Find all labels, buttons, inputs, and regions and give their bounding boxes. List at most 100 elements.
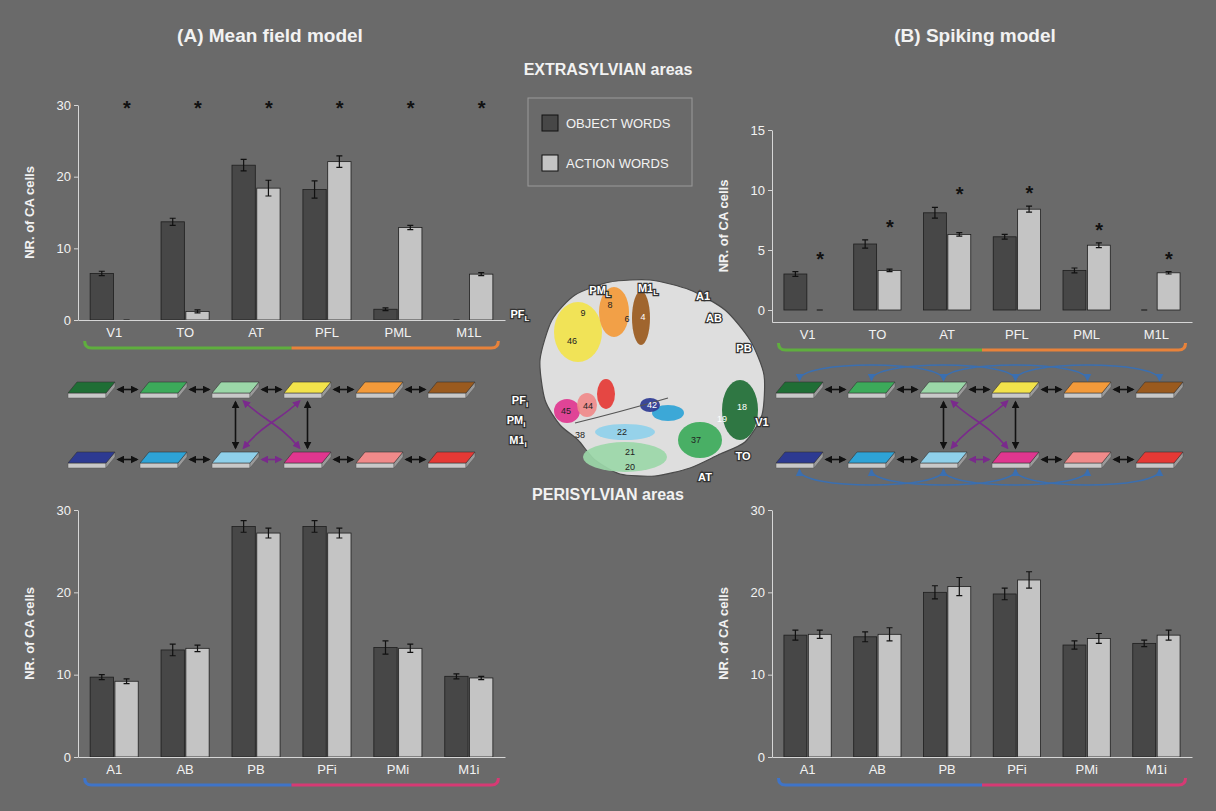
- legend-label: OBJECT WORDS: [566, 116, 671, 131]
- error-bar: [956, 578, 962, 596]
- bar: [923, 592, 946, 757]
- area-tile-side: [1064, 393, 1102, 398]
- bar: [1063, 270, 1086, 310]
- error-bar: [1071, 268, 1077, 273]
- y-tick-label: 15: [751, 123, 765, 138]
- x-tick: PB: [247, 757, 264, 777]
- brain-region: [577, 393, 597, 417]
- connection-arrow: [898, 459, 917, 461]
- x-tick: PB: [938, 757, 955, 777]
- x-tick-label: V1: [106, 325, 122, 340]
- brain: 94686445443822422120371918PFLPMLM1LA1ABP…: [507, 280, 769, 483]
- area-tile: [920, 452, 967, 463]
- error-bar: [1141, 640, 1147, 647]
- connection-arrow: [262, 459, 281, 461]
- brain-region: [678, 422, 722, 458]
- error-bar: [1002, 588, 1008, 600]
- brain-area-subscript: i: [525, 440, 527, 449]
- y-tick-mark: [768, 757, 772, 758]
- x-tick: M1i: [1146, 757, 1167, 777]
- area-tile-side: [428, 393, 466, 398]
- area-tile-side: [1136, 463, 1174, 468]
- area-tile: [776, 452, 823, 463]
- x-tick-label: PML: [1073, 327, 1100, 342]
- x-tick-label: TO: [176, 325, 194, 340]
- group-bracket: [778, 343, 982, 350]
- x-tick: TO: [176, 320, 194, 340]
- y-axis: 0102030: [57, 503, 79, 765]
- bar: [161, 222, 184, 320]
- x-tick-label: PFi: [317, 762, 337, 777]
- connection-arrow: [943, 402, 945, 448]
- x-tick: PFi: [1007, 757, 1027, 777]
- significance-marker: *: [1026, 182, 1034, 204]
- brodmann-number: 4: [640, 312, 645, 322]
- chart-panel: 0102030A1ABPBPFiPMiM1iNR. of CA cells: [716, 503, 1193, 785]
- y-tick: 20: [57, 169, 78, 184]
- y-tick-label: 10: [751, 667, 765, 682]
- brain-area-name: PM: [507, 414, 524, 426]
- error-bar: [956, 233, 962, 237]
- chart-panel: 0102030A1ABPBPFiPMiM1iNR. of CA cells: [22, 503, 506, 785]
- bar: [257, 533, 280, 757]
- bars: [90, 156, 493, 320]
- long-range-arrow: [952, 401, 1008, 448]
- chart-panel: 0102030V1TOATPFLPMLM1LNR. of CA cells***…: [22, 97, 506, 348]
- bar: [257, 188, 280, 320]
- x-tick-label: PMi: [387, 762, 410, 777]
- brodmann-number: 44: [583, 401, 593, 411]
- y-tick-mark: [768, 310, 772, 311]
- x-tick-label: M1i: [1146, 762, 1167, 777]
- y-tick: 0: [758, 303, 772, 318]
- x-tick: AB: [176, 757, 193, 777]
- error-bar: [312, 521, 318, 533]
- area-tile: [140, 382, 187, 393]
- error-bar: [170, 218, 176, 225]
- bar: [784, 635, 807, 757]
- brain-area-name: A1: [696, 290, 710, 302]
- long-range-arrow: [244, 401, 300, 448]
- y-tick-label: 20: [751, 585, 765, 600]
- area-tile-side: [428, 463, 466, 468]
- panel-title: (A) Mean field model: [177, 25, 363, 46]
- area-tile: [1136, 452, 1183, 463]
- brain-area-label: PFi: [512, 394, 528, 409]
- x-tick-label: PML: [385, 325, 412, 340]
- area-tile: [356, 452, 403, 463]
- connection-arrow: [262, 389, 281, 391]
- brodmann-number: 22: [617, 427, 627, 437]
- bar: [854, 637, 877, 757]
- connection-arrow: [118, 389, 137, 391]
- error-bar: [195, 645, 201, 652]
- bar: [948, 234, 971, 310]
- y-tick: 30: [751, 503, 772, 518]
- brain-area-label: PB: [736, 342, 751, 354]
- error-bar: [312, 181, 318, 198]
- error-bar: [265, 180, 271, 196]
- y-axis-title: NR. of CA cells: [716, 180, 731, 273]
- y-tick-label: 0: [64, 750, 71, 765]
- area-tile: [212, 452, 259, 463]
- figure-svg: (A) Mean field model(B) Spiking modelEXT…: [0, 0, 1216, 811]
- bar: [445, 320, 468, 321]
- bar: [993, 237, 1016, 310]
- error-bar: [817, 630, 823, 638]
- y-axis: 0102030: [751, 503, 773, 765]
- bar: [470, 274, 493, 320]
- group-bracket: [778, 778, 982, 785]
- significance-marker: *: [478, 97, 486, 119]
- group-bracket: [292, 341, 499, 348]
- area-tile-side: [68, 463, 106, 468]
- y-axis-title: NR. of CA cells: [716, 587, 731, 680]
- x-tick: AT: [248, 320, 264, 340]
- bar: [1018, 580, 1041, 757]
- brain-area-name: PF: [512, 394, 526, 406]
- brodmann-number: 6: [624, 314, 629, 324]
- area-tile: [68, 382, 115, 393]
- bar: [90, 273, 113, 320]
- error-bar: [932, 586, 938, 599]
- brain-area-subscript: L: [525, 314, 530, 323]
- area-tile: [1064, 382, 1111, 393]
- error-bar: [1026, 206, 1032, 212]
- skip-arrow: [1016, 365, 1160, 380]
